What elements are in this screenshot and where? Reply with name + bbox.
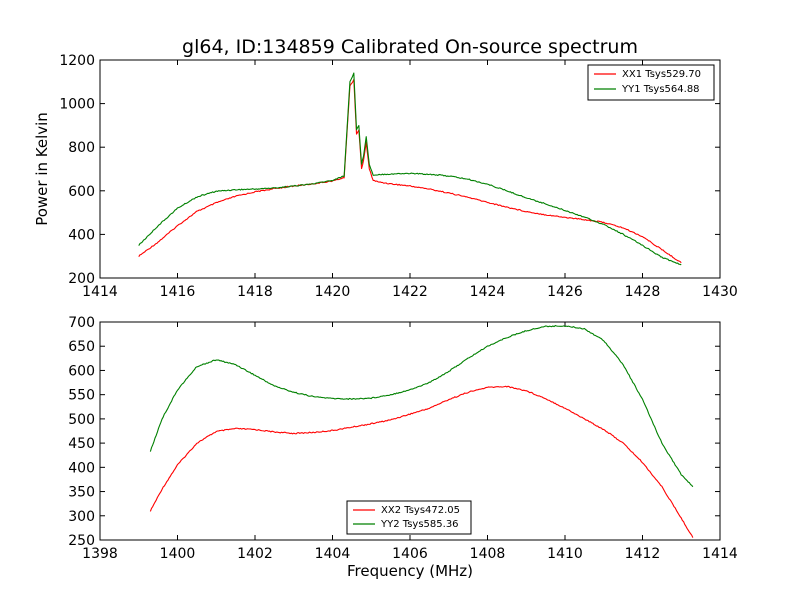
bottom-x-tick-label: 1410 (547, 546, 583, 562)
bottom-y-tick-label: 400 (68, 460, 95, 476)
bottom-axes-ticks: 1398 1400 1402 1404 1406 1408 1410 1412 1414 250 3… (68, 315, 738, 562)
top-x-tick-label: 1418 (237, 284, 273, 300)
bottom-x-tick-label: 1404 (315, 546, 351, 562)
bottom-x-tick-label: 1414 (702, 546, 738, 562)
figure-title: gl64, ID:134859 Calibrated On-source spe… (182, 36, 638, 58)
top-x-tick-label: 1430 (702, 284, 738, 300)
top-x-tick-label: 1414 (82, 284, 118, 300)
top-plot-frame (99, 59, 721, 279)
bottom-x-tick-label: 1412 (625, 546, 661, 562)
bottom-legend-box (346, 500, 472, 535)
bottom-y-tick-label: 600 (68, 363, 95, 379)
top-y-tick-label: 800 (68, 140, 95, 156)
bottom-x-tick-label: 1408 (470, 546, 506, 562)
top-series-line-yy1 (138, 72, 682, 266)
bottom-y-tick-label: 500 (68, 412, 95, 428)
bottom-legend: XX2 Tsys472.05 YY2 Tsys585.36 (346, 500, 472, 535)
top-x-tick-label: 1428 (625, 284, 661, 300)
bottom-y-tick-label: 700 (68, 315, 95, 331)
bottom-y-tick-label: 350 (68, 485, 95, 501)
top-x-tick-label: 1424 (470, 284, 506, 300)
bottom-x-tick-label: 1402 (237, 546, 273, 562)
top-legend-label-xx1: XX1 Tsys529.70 (622, 69, 701, 80)
top-y-tick-label: 1200 (59, 53, 95, 69)
top-y-tick-label: 400 (68, 227, 95, 243)
bottom-y-tick-label: 650 (68, 339, 95, 355)
top-panel: 1414 1416 1418 1420 1422 1424 1426 1428 1430 200 4… (59, 53, 737, 300)
bottom-y-tick-label: 300 (68, 509, 95, 525)
top-x-tick-label: 1426 (547, 284, 583, 300)
top-legend: XX1 Tsys529.70 YY1 Tsys564.88 (587, 64, 715, 101)
top-y-tick-label: 1000 (59, 97, 95, 113)
bottom-x-tick-label: 1398 (82, 546, 118, 562)
top-x-tick-label: 1422 (392, 284, 428, 300)
top-y-tick-label: 200 (68, 271, 95, 287)
bottom-series-lines (149, 325, 694, 538)
bottom-y-tick-label: 250 (68, 533, 95, 549)
top-x-tick-label: 1420 (315, 284, 351, 300)
top-series-lines (138, 72, 682, 266)
bottom-y-tick-label: 450 (68, 436, 95, 452)
top-axes-ticks: 1414 1416 1418 1420 1422 1424 1426 1428 1430 200 4… (59, 53, 737, 300)
bottom-y-tick-label: 550 (68, 388, 95, 404)
bottom-legend-label-yy2: YY2 Tsys585.36 (380, 519, 459, 530)
bottom-plot-frame (99, 321, 721, 541)
top-legend-box (587, 64, 715, 101)
bottom-series-line-yy2 (149, 325, 694, 488)
top-y-axis-label: Power in Kelvin (33, 112, 51, 226)
top-series-line-xx1 (138, 78, 682, 264)
bottom-series-line-xx2 (149, 385, 694, 538)
bottom-x-tick-label: 1406 (392, 546, 428, 562)
bottom-x-tick-label: 1400 (160, 546, 196, 562)
top-x-tick-label: 1416 (160, 284, 196, 300)
bottom-panel: 1398 1400 1402 1404 1406 1408 1410 1412 1414 250 3… (68, 315, 738, 562)
bottom-x-axis-label: Frequency (MHz) (347, 562, 473, 580)
top-y-tick-label: 600 (68, 184, 95, 200)
bottom-legend-label-xx2: XX2 Tsys472.05 (381, 505, 460, 516)
top-legend-label-yy1: YY1 Tsys564.88 (621, 84, 700, 95)
